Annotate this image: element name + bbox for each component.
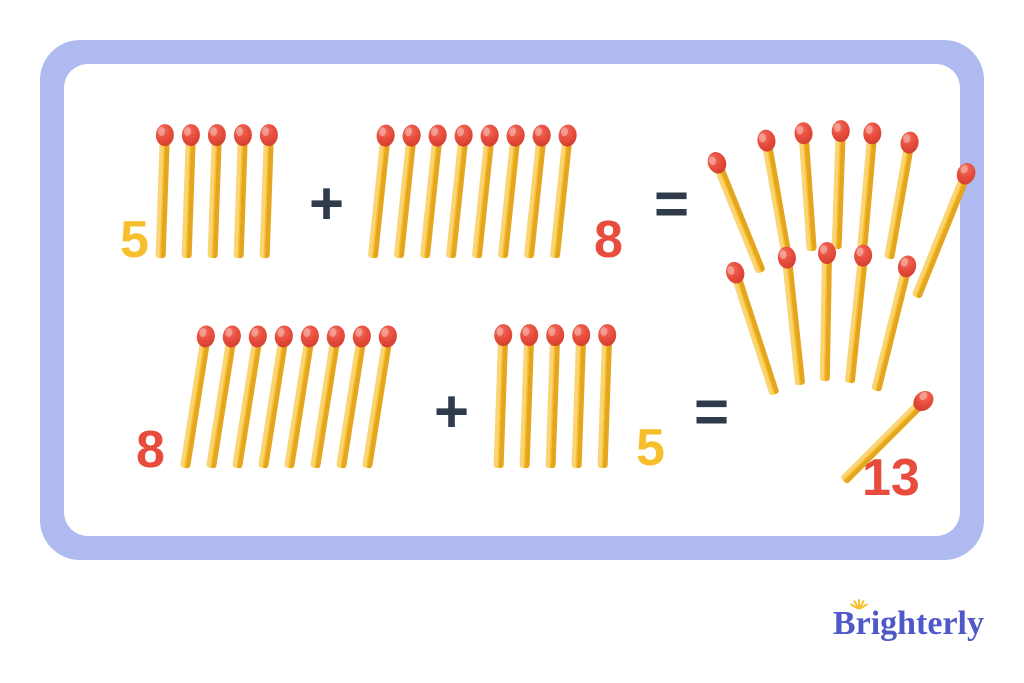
matchstick xyxy=(260,124,275,260)
matchstick xyxy=(727,261,780,398)
matchstick xyxy=(545,324,560,470)
matchstick xyxy=(394,124,418,260)
matchstick xyxy=(182,124,197,260)
plus-row1: + xyxy=(309,174,344,234)
matchstick xyxy=(571,324,586,470)
matchstick xyxy=(524,124,548,260)
matchstick xyxy=(519,324,534,470)
matchstick xyxy=(420,124,444,260)
matchstick xyxy=(798,122,817,253)
matchstick xyxy=(708,151,766,276)
card-inner: 5 + 8 = 8 + 5 = 13 xyxy=(64,64,960,536)
matchstick xyxy=(368,124,392,260)
matchstick xyxy=(446,124,470,260)
matchstick xyxy=(180,325,213,471)
matchstick xyxy=(871,255,915,394)
equals-row1: = xyxy=(654,174,689,234)
number-8-row1: 8 xyxy=(594,214,623,266)
matchstick xyxy=(820,242,832,383)
matchstick xyxy=(498,124,522,260)
matchstick xyxy=(781,246,806,387)
matchstick xyxy=(472,124,496,260)
matchstick xyxy=(258,325,291,471)
card-frame: 5 + 8 = 8 + 5 = 13 xyxy=(40,40,984,560)
matchstick xyxy=(206,325,239,471)
plus-row2: + xyxy=(434,382,469,442)
matchstick xyxy=(156,124,171,260)
number-5-row1: 5 xyxy=(120,214,149,266)
matchstick xyxy=(550,124,574,260)
matchstick xyxy=(832,120,847,251)
matchstick xyxy=(310,325,343,471)
matchstick xyxy=(857,122,878,253)
matchstick xyxy=(760,129,793,260)
matchstick xyxy=(284,325,317,471)
matchstick xyxy=(597,324,612,470)
matchstick xyxy=(232,325,265,471)
matchstick xyxy=(884,131,917,262)
matchstick xyxy=(336,325,369,471)
logo-spark-icon xyxy=(851,595,867,611)
matchstick xyxy=(911,162,975,301)
equals-row2: = xyxy=(694,382,729,442)
brighterly-logo: Brighterly xyxy=(833,605,984,643)
matchstick xyxy=(234,124,249,260)
matchstick xyxy=(362,325,395,471)
matchstick xyxy=(493,324,508,470)
number-5-row2: 5 xyxy=(636,422,665,474)
matchstick xyxy=(208,124,223,260)
number-8-row2: 8 xyxy=(136,424,165,476)
matchstick xyxy=(845,244,870,385)
